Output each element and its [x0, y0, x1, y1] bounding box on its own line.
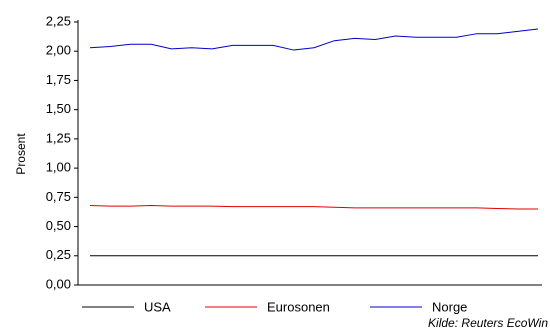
y-tick-label: 1,25	[46, 130, 71, 145]
line-series	[89, 28, 539, 51]
y-tick-label: 1,00	[46, 160, 71, 175]
y-tick-label: 2,00	[46, 43, 71, 58]
y-tick-label: 1,50	[46, 101, 71, 116]
y-tick-label: 0,25	[46, 247, 71, 262]
y-tick-label: 1,75	[46, 72, 71, 87]
line-series	[89, 205, 538, 210]
y-tick-label: 0,00	[46, 276, 71, 291]
legend-label: USA	[144, 299, 171, 314]
y-tick-label: 2,25	[46, 13, 71, 28]
y-tick-label: 0,50	[46, 218, 71, 233]
y-tick-label: 0,75	[46, 189, 71, 204]
legend-label: Norge	[432, 299, 467, 314]
y-axis-label: Prosent	[14, 133, 28, 175]
legend-label: Eurosonen	[267, 299, 330, 314]
source-note: Kilde: Reuters EcoWin	[428, 316, 548, 330]
